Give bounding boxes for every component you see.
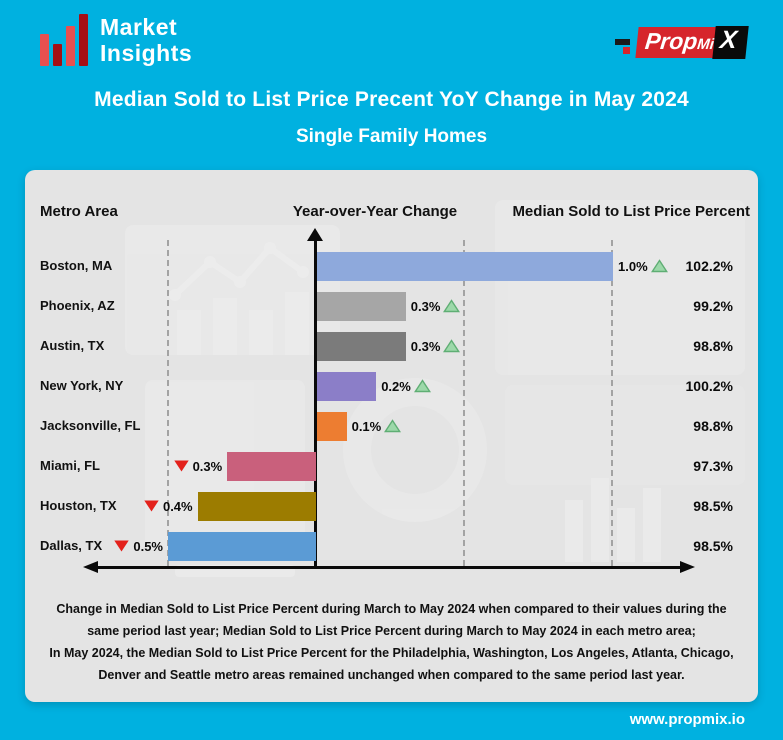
yoy-change-value: 0.3% [410, 338, 441, 354]
median-sold-to-list-value: 98.5% [693, 498, 733, 514]
chart-row-austin: Austin, TX 0.3% 98.8% [25, 326, 758, 366]
yoy-bar [317, 252, 613, 281]
up-triangle-icon [384, 419, 402, 433]
metro-label: Miami, FL [40, 458, 100, 473]
median-sold-to-list-value: 99.2% [693, 298, 733, 314]
yoy-change-value: 0.3% [192, 458, 223, 474]
median-sold-to-list-value: 102.2% [685, 258, 733, 274]
down-triangle-icon [114, 540, 130, 552]
page-title: Median Sold to List Price Precent YoY Ch… [94, 88, 689, 111]
metro-label: Dallas, TX [40, 538, 103, 553]
down-triangle-icon [173, 460, 189, 472]
horizontal-axis-left-arrowhead [83, 561, 98, 573]
footnote-text: Change in Median Sold to List Price Perc… [41, 598, 742, 686]
logo-line2: Insights [100, 40, 193, 66]
vertical-axis-arrowhead [307, 228, 323, 241]
yoy-bar [168, 532, 316, 561]
bar-chart-logo-icon [40, 14, 88, 66]
website-link[interactable]: www.propmix.io [629, 711, 745, 728]
propmix-wordmark-x: X [712, 26, 749, 59]
chart-rows: Boston, MA 1.0% 102.2% Phoenix, AZ 0.3% 99.… [25, 246, 758, 566]
chart-row-boston: Boston, MA 1.0% 102.2% [25, 246, 758, 286]
median-sold-to-list-value: 98.5% [693, 538, 733, 554]
median-sold-to-list-value: 98.8% [693, 418, 733, 434]
gridline-pos-1.0 [611, 240, 613, 566]
up-triangle-icon [443, 339, 461, 353]
metro-label: New York, NY [40, 378, 124, 393]
page-subtitle: Single Family Homes [295, 126, 488, 147]
yoy-bar-label-group: 0.5% [113, 526, 163, 566]
column-header-metro: Metro Area [40, 203, 118, 220]
yoy-bar-label-group: 0.3% [411, 286, 461, 326]
chart-card: Metro Area Year-over-Year Change Median … [25, 170, 758, 702]
median-sold-to-list-value: 98.8% [693, 338, 733, 354]
chart-row-jacksonville: Jacksonville, FL 0.1% 98.8% [25, 406, 758, 446]
market-insights-logo: Market Insights [40, 14, 192, 66]
propmix-logo-decor [615, 28, 637, 58]
propmix-wordmark-red: PropMi [635, 27, 718, 58]
yoy-bar-label-group: 1.0% [618, 246, 668, 286]
propmix-logo: PropMi X [615, 26, 749, 59]
footer-bar: www.propmix.io [0, 705, 783, 740]
yoy-bar [317, 412, 347, 441]
gridline-neg-0.5 [167, 240, 169, 566]
yoy-bar-label-group: 0.4% [143, 486, 193, 526]
yoy-change-value: 0.2% [381, 378, 411, 394]
metro-label: Houston, TX [40, 498, 117, 513]
yoy-bar-label-group: 0.3% [411, 326, 461, 366]
yoy-bar [317, 372, 377, 401]
horizontal-axis-right-arrowhead [680, 561, 695, 573]
yoy-change-value: 0.1% [351, 418, 382, 434]
yoy-change-value: 0.3% [410, 298, 441, 314]
market-insights-wordmark: Market Insights [100, 14, 192, 66]
chart-row-dallas: Dallas, TX 0.5% 98.5% [25, 526, 758, 566]
metro-label: Jacksonville, FL [40, 418, 141, 433]
yoy-bar [197, 492, 316, 521]
median-sold-to-list-value: 97.3% [693, 458, 733, 474]
chart-row-miami: Miami, FL 0.3% 97.3% [25, 446, 758, 486]
down-triangle-icon [144, 500, 159, 512]
footnote-sentence-2: In May 2024, the Median Sold to List Pri… [49, 646, 734, 682]
yoy-bar [317, 292, 406, 321]
chart-row-phoenix: Phoenix, AZ 0.3% 99.2% [25, 286, 758, 326]
column-header-yoy-change: Year-over-Year Change [292, 203, 458, 220]
horizontal-axis [97, 566, 681, 569]
chart-row-houston: Houston, TX 0.4% 98.5% [25, 486, 758, 526]
footnote-sentence-1: Change in Median Sold to List Price Perc… [56, 602, 727, 638]
chart-row-new-york: New York, NY 0.2% 100.2% [25, 366, 758, 406]
up-triangle-icon [443, 299, 461, 313]
logo-line1: Market [100, 14, 178, 40]
metro-label: Phoenix, AZ [40, 298, 115, 313]
gridline-pos-0.5 [463, 240, 465, 566]
vertical-axis [314, 240, 317, 568]
yoy-bar [227, 452, 316, 481]
up-triangle-icon [413, 379, 431, 393]
median-sold-to-list-value: 100.2% [685, 378, 733, 394]
metro-label: Austin, TX [40, 338, 105, 353]
yoy-change-value: 0.4% [162, 498, 193, 514]
yoy-bar [317, 332, 406, 361]
metro-label: Boston, MA [40, 258, 113, 273]
yoy-change-value: 1.0% [618, 258, 648, 274]
yoy-bar-label-group: 0.1% [352, 406, 402, 446]
up-triangle-icon [650, 259, 668, 273]
column-header-median: Median Sold to List Price Percent [512, 203, 750, 220]
yoy-bar-label-group: 0.3% [173, 446, 223, 486]
yoy-change-value: 0.5% [133, 538, 163, 554]
yoy-bar-label-group: 0.2% [381, 366, 431, 406]
